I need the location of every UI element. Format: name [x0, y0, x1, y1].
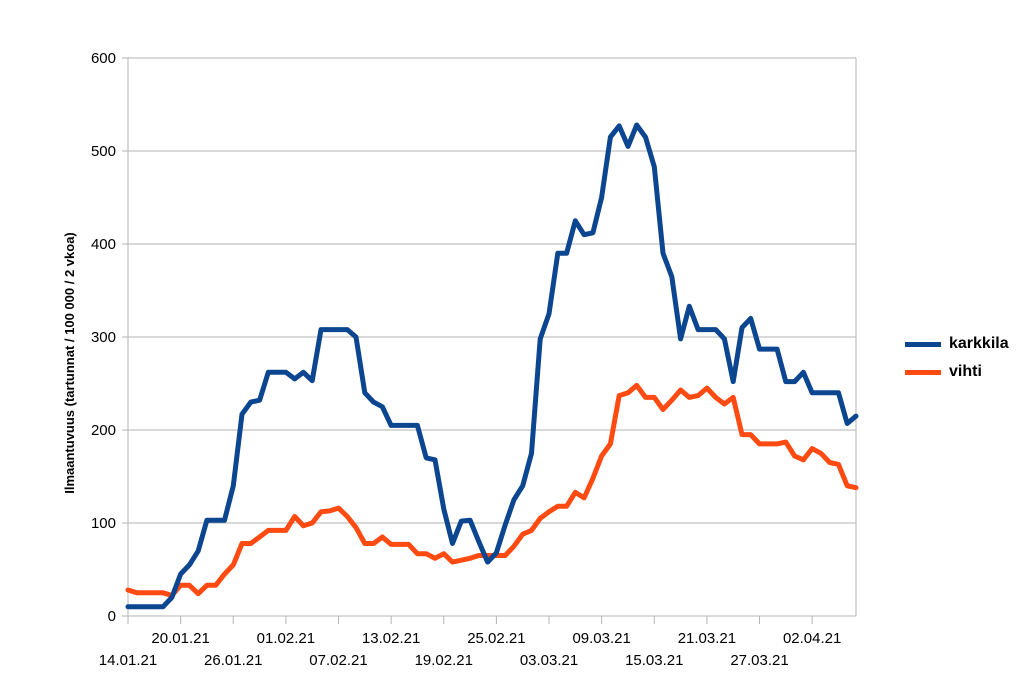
x-tick-label: 21.03.21 — [678, 630, 736, 647]
legend: karkkila vihti — [905, 330, 1009, 386]
y-tick-label: 100 — [91, 515, 116, 532]
y-tick-label: 600 — [91, 50, 116, 67]
legend-swatch-karkkila — [905, 341, 941, 347]
x-tick-label: 19.02.21 — [415, 652, 473, 669]
y-tick-label: 500 — [91, 143, 116, 160]
x-tick-label: 26.01.21 — [204, 652, 262, 669]
y-tick-label: 400 — [91, 236, 116, 253]
x-tick-label: 09.03.21 — [572, 630, 630, 647]
x-tick-label: 01.02.21 — [257, 630, 315, 647]
series-lines — [125, 122, 859, 610]
y-axis-label: Ilmaantuvuus (tartunnat / 100 000 / 2 vk… — [62, 232, 77, 494]
series-line-karkkila — [125, 122, 859, 610]
x-tick-label: 27.03.21 — [730, 652, 788, 669]
axes — [122, 57, 857, 624]
legend-label-karkkila: karkkila — [949, 335, 1009, 352]
y-tick-label: 0 — [108, 608, 116, 625]
series-line-vihti — [125, 382, 859, 598]
x-tick-label: 02.04.21 — [783, 630, 841, 647]
legend-swatch-vihti — [905, 369, 941, 375]
x-tick-labels: 20.01.21 01.02.21 13.02.21 25.02.21 09.03.21… — [99, 630, 842, 669]
x-tick-label: 20.01.21 — [151, 630, 209, 647]
x-tick-label: 13.02.21 — [362, 630, 420, 647]
x-tick-label: 07.02.21 — [309, 652, 367, 669]
x-tick-label: 03.03.21 — [520, 652, 578, 669]
y-tick-label: 200 — [91, 422, 116, 439]
legend-item-karkkila: karkkila — [905, 330, 1009, 358]
y-tick-labels: 0 100 200 300 400 500 600 — [91, 50, 116, 625]
legend-item-vihti: vihti — [905, 358, 1009, 386]
legend-label-vihti: vihti — [949, 363, 982, 380]
x-tick-label: 14.01.21 — [99, 652, 157, 669]
x-tick-label: 25.02.21 — [467, 630, 525, 647]
x-tick-label: 15.03.21 — [625, 652, 683, 669]
y-tick-label: 300 — [91, 329, 116, 346]
grid-lines — [128, 57, 856, 524]
